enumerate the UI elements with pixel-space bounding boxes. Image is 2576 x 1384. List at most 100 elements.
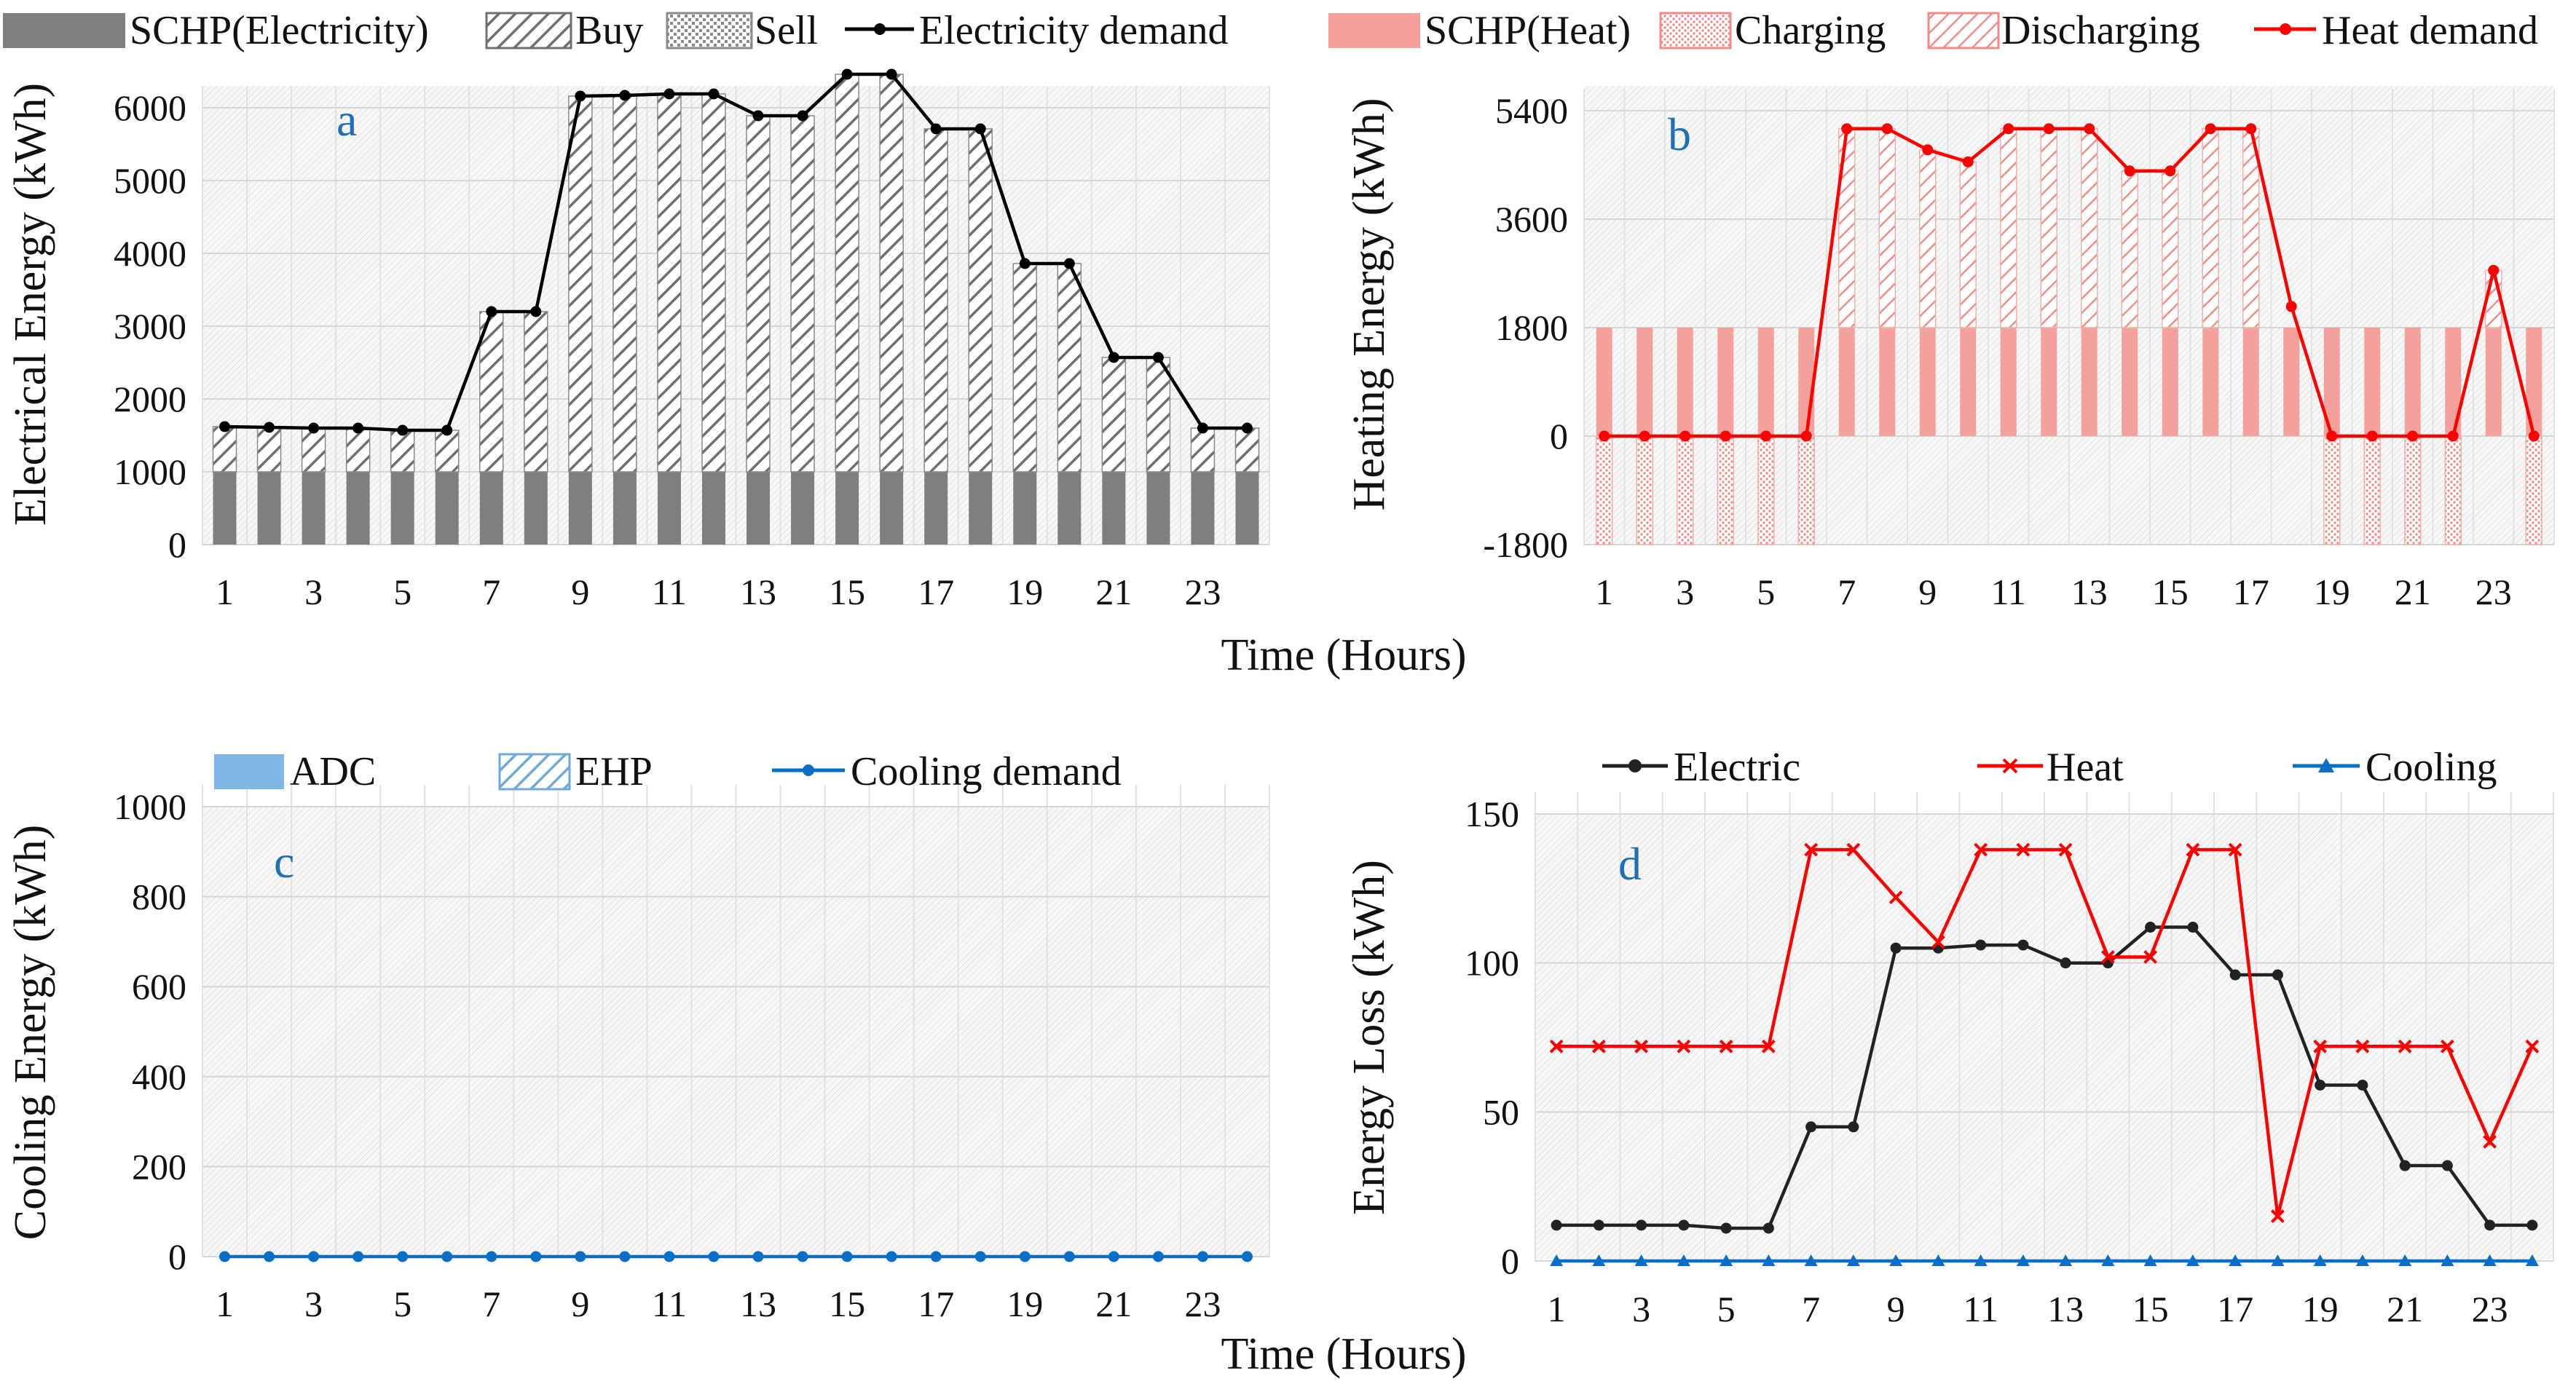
bar-buy bbox=[1057, 263, 1082, 472]
y-tick-label: 600 bbox=[132, 966, 186, 1007]
loss-heat-point bbox=[2355, 1039, 2370, 1053]
x-tick-label: 7 bbox=[1802, 1289, 1820, 1329]
gridlines-loss bbox=[1535, 792, 2554, 1262]
cooling-demand-point bbox=[1063, 1251, 1075, 1262]
y-tick-label: 5000 bbox=[114, 160, 186, 201]
cooling-demand-point bbox=[219, 1251, 231, 1262]
x-tick-label: 11 bbox=[652, 1284, 687, 1324]
x-tick-label: 11 bbox=[1991, 572, 2026, 612]
loss-heat-point bbox=[2313, 1039, 2328, 1053]
bar-buy bbox=[746, 115, 771, 472]
heat-demand-point bbox=[2043, 123, 2055, 135]
bar-schp-electricity bbox=[302, 472, 326, 545]
x-tick-label: 19 bbox=[2302, 1289, 2339, 1329]
y-tick-label: 200 bbox=[132, 1146, 186, 1187]
x-tick-label: 5 bbox=[393, 1284, 411, 1324]
electricity-demand-point bbox=[486, 306, 497, 317]
heat-demand-point bbox=[2326, 430, 2338, 442]
bar-schp-electricity bbox=[1146, 472, 1170, 545]
loss-cooling-point bbox=[1634, 1254, 1648, 1266]
bar-schp-heat bbox=[2404, 328, 2421, 436]
electricity-demand-point bbox=[1197, 422, 1208, 434]
cooling-demand-point bbox=[1241, 1251, 1253, 1262]
bar-schp-heat bbox=[2526, 328, 2542, 436]
bar-schp-heat bbox=[2122, 328, 2138, 436]
loss-cooling-point bbox=[2398, 1254, 2412, 1266]
bar-charging bbox=[1636, 435, 1653, 545]
x-tick-label: 15 bbox=[829, 572, 865, 612]
loss-electric-point bbox=[2187, 922, 2199, 933]
x-tick-label: 3 bbox=[1632, 1289, 1650, 1329]
legend-label-ehp: EHP bbox=[575, 749, 653, 794]
electricity-demand-point bbox=[663, 88, 675, 100]
y-axis-label-electricity: Electrical Energy (kWh) bbox=[6, 83, 55, 526]
x-tick-label: 9 bbox=[1887, 1289, 1905, 1329]
legend-electricity: SCHP(Electricity) Buy Sell Electricity d… bbox=[3, 8, 1228, 53]
legend-label-heat-demand: Heat demand bbox=[2322, 8, 2538, 53]
cooling-demand-point bbox=[1152, 1251, 1164, 1262]
cooling-demand-point bbox=[1108, 1251, 1119, 1262]
bar-schp-electricity bbox=[213, 472, 237, 545]
loss-electric-point bbox=[2017, 939, 2029, 951]
bar-schp-heat bbox=[2041, 328, 2057, 436]
cooling-demand-point bbox=[886, 1251, 897, 1262]
heat-demand-point bbox=[1800, 430, 1812, 442]
bar-schp-electricity bbox=[390, 472, 414, 545]
heat-demand-point bbox=[1760, 430, 1772, 442]
loss-electric-point bbox=[1848, 1121, 1859, 1133]
legend-label-cooling: Cooling bbox=[2366, 745, 2497, 790]
heat-demand-point bbox=[1881, 123, 1893, 135]
x-tick-label: 3 bbox=[304, 572, 323, 612]
y-tick-label: 0 bbox=[168, 1236, 186, 1277]
bar-buy bbox=[1012, 263, 1038, 472]
bar-schp-electricity bbox=[701, 472, 725, 545]
x-tick-label: 23 bbox=[2472, 1289, 2508, 1329]
cooling-demand-point bbox=[841, 1251, 853, 1262]
loss-electric-point bbox=[2272, 969, 2283, 981]
panel-tag-b: b bbox=[1668, 108, 1691, 160]
loss-heat-point bbox=[2228, 842, 2242, 857]
y-tick-label: 1800 bbox=[1495, 307, 1568, 348]
bar-schp-heat bbox=[1717, 328, 1734, 436]
bar-schp-heat bbox=[2485, 328, 2502, 436]
electricity-demand-point bbox=[575, 90, 586, 102]
x-tick-label: 15 bbox=[2152, 572, 2189, 612]
x-tick-label: 1 bbox=[1548, 1289, 1566, 1329]
bar-discharging bbox=[1919, 149, 1937, 328]
bar-schp-electricity bbox=[1191, 472, 1215, 545]
bar-schp-electricity bbox=[613, 472, 637, 545]
y-tick-labels-cooling: 0 200 400 600 800 1000 bbox=[114, 786, 186, 1277]
loss-cooling-point bbox=[2313, 1254, 2327, 1266]
bar-schp-electricity bbox=[1057, 472, 1082, 545]
x-tick-label: 23 bbox=[1184, 572, 1221, 612]
y-tick-label: 4000 bbox=[114, 233, 186, 274]
bar-schp-heat bbox=[2283, 328, 2300, 436]
cooling-demand-point bbox=[352, 1251, 364, 1262]
loss-heat-point bbox=[2058, 842, 2073, 857]
bar-buy bbox=[657, 93, 682, 472]
loss-heat-point bbox=[1549, 1039, 1564, 1053]
loss-electric-point bbox=[2484, 1219, 2496, 1231]
loss-electric-point bbox=[1762, 1222, 1774, 1234]
bar-buy bbox=[1190, 427, 1216, 472]
bar-charging bbox=[1797, 435, 1815, 545]
x-tick-labels-cooling: 1 3 5 7 9 11 13 15 17 19 21 23 bbox=[216, 1284, 1221, 1324]
loss-heat-point bbox=[1677, 1039, 1691, 1053]
heat-demand-point bbox=[2285, 301, 2297, 312]
y-tick-label: -1800 bbox=[1483, 524, 1568, 565]
bar-charging bbox=[2404, 435, 2422, 545]
heat-demand-point bbox=[2165, 165, 2176, 177]
loss-electric-point bbox=[2229, 969, 2241, 981]
bar-schp-heat bbox=[1636, 328, 1653, 436]
electricity-demand-point bbox=[1108, 352, 1119, 363]
loss-electric-point bbox=[1593, 1219, 1604, 1231]
legend-label-cooling-demand: Cooling demand bbox=[851, 749, 1122, 794]
electricity-demand-point bbox=[264, 422, 275, 433]
legend-label-schp-electricity: SCHP(Electricity) bbox=[130, 8, 429, 53]
y-axis-label-heat: Heating Energy (kWh) bbox=[1344, 98, 1394, 511]
x-tick-label: 23 bbox=[1184, 1284, 1221, 1324]
legend-label-electricity-demand: Electricity demand bbox=[919, 8, 1228, 53]
loss-heat-point bbox=[2525, 1039, 2540, 1053]
